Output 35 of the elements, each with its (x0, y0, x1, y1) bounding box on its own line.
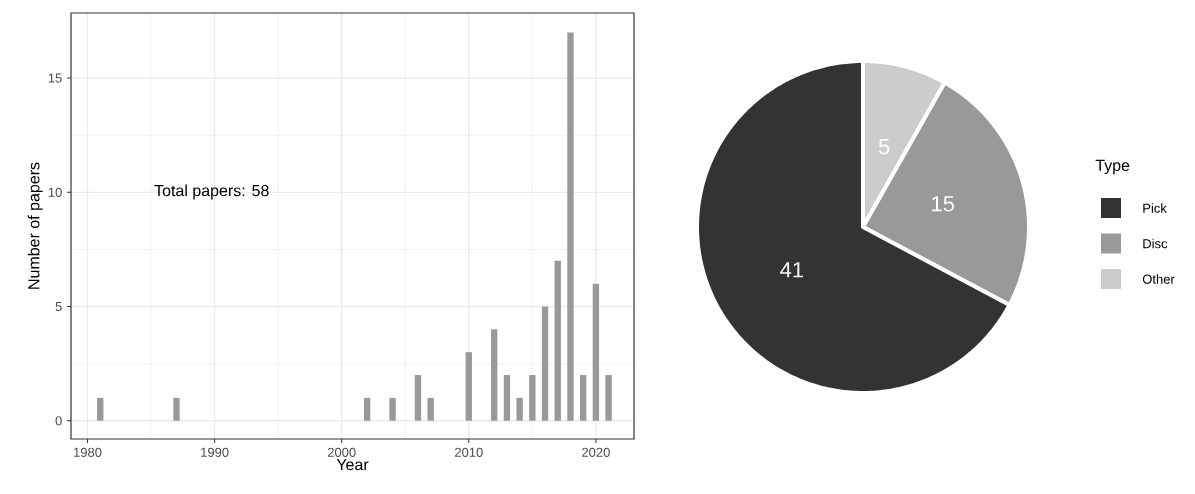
bar (465, 352, 472, 421)
bar (592, 283, 600, 421)
bar (389, 397, 396, 421)
bar (605, 375, 612, 421)
bar (97, 397, 104, 421)
bar (427, 397, 434, 421)
legend-label: Disc (1143, 238, 1168, 249)
bar (173, 397, 180, 421)
bar (554, 260, 561, 421)
legend-label: Pick (1143, 203, 1167, 213)
data-label: 15 (932, 196, 955, 212)
bar (516, 397, 523, 421)
bar (503, 375, 511, 421)
x-tick-label: 2010 (454, 447, 483, 457)
y-tick-label: 10 (48, 187, 62, 197)
bar (529, 375, 536, 421)
x-tick-label: 2020 (582, 447, 610, 457)
y-tick-label: 5 (55, 301, 62, 312)
y-tick-label: 15 (48, 73, 62, 83)
bar (414, 375, 422, 421)
y-axis-title: Number of papers (27, 162, 43, 289)
x-tick-label: 1990 (201, 447, 229, 457)
x-tick-label: 1980 (74, 447, 102, 457)
x-axis-title: Year (336, 459, 369, 471)
legend-title: Type (1095, 159, 1130, 175)
bar (491, 329, 498, 421)
bar (567, 32, 574, 421)
bar (580, 375, 587, 421)
data-label: 41 (780, 262, 804, 278)
legend-label: Other (1142, 274, 1175, 284)
bar (541, 306, 549, 421)
x-tick-label: 2000 (327, 447, 356, 457)
y-tick-label: 0 (55, 416, 62, 426)
bar (363, 397, 371, 421)
annotation: Total papers: 58 (154, 184, 269, 200)
